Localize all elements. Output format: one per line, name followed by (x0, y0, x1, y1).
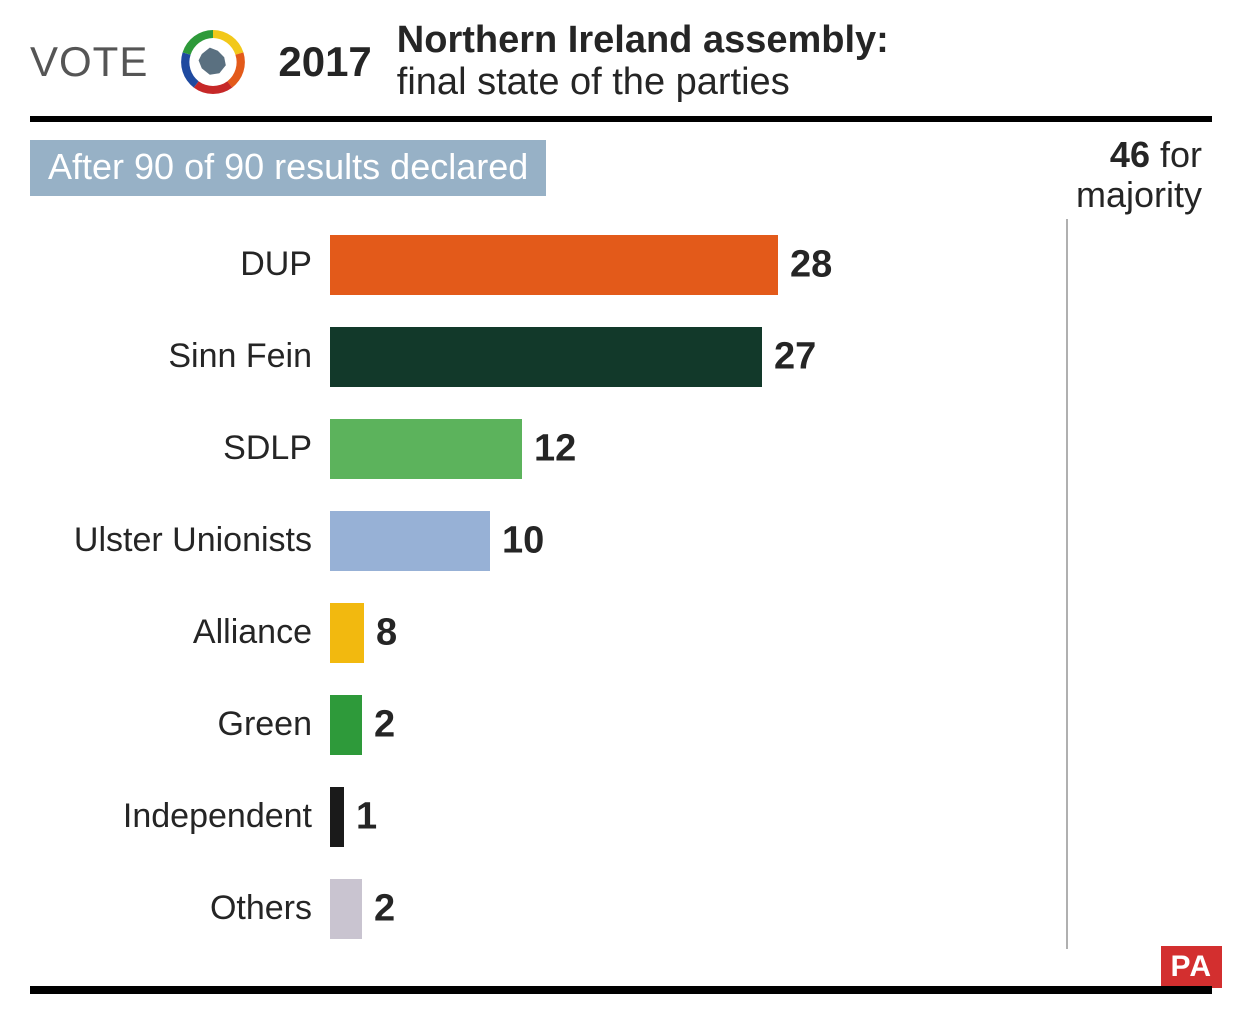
vote-word: VOTE (30, 38, 148, 86)
logo-seg-2 (228, 52, 245, 87)
value-label: 1 (344, 795, 377, 838)
row-label: Others (50, 889, 330, 928)
row-label: Green (50, 705, 330, 744)
infographic-page: VOTE 2017 Northern Ireland assembly: fin… (0, 0, 1242, 1018)
bar-track: 28 (330, 235, 778, 295)
chart-row: Alliance8 (50, 587, 1212, 679)
bar-track: 1 (330, 787, 344, 847)
bar (330, 879, 362, 939)
bar (330, 327, 762, 387)
bar-chart: DUP28Sinn Fein27SDLP12Ulster Unionists10… (50, 219, 1212, 959)
row-label: Ulster Unionists (50, 521, 330, 560)
value-label: 28 (778, 243, 832, 286)
bar-track: 8 (330, 603, 364, 663)
year: 2017 (278, 38, 371, 86)
logo-seg-4 (181, 52, 198, 87)
value-label: 2 (362, 703, 395, 746)
source-badge: PA (1161, 946, 1222, 988)
chart-row: Independent1 (50, 771, 1212, 863)
bar-track: 10 (330, 511, 490, 571)
title-line-2: final state of the parties (397, 62, 889, 104)
value-label: 27 (762, 335, 816, 378)
row-label: DUP (50, 245, 330, 284)
logo-seg-3 (194, 81, 232, 94)
chart-row: Others2 (50, 863, 1212, 955)
bar (330, 787, 344, 847)
value-label: 8 (364, 611, 397, 654)
row-label: SDLP (50, 429, 330, 468)
majority-line2: majority (1076, 174, 1202, 215)
majority-suffix: for (1160, 134, 1202, 175)
logo-map-icon (199, 47, 226, 74)
value-label: 12 (522, 427, 576, 470)
chart-row: SDLP12 (50, 403, 1212, 495)
chart-row: Green2 (50, 679, 1212, 771)
title-block: Northern Ireland assembly: final state o… (397, 20, 889, 104)
bar (330, 235, 778, 295)
chart-row: Sinn Fein27 (50, 311, 1212, 403)
majority-value: 46 (1110, 134, 1150, 175)
majority-caption: 46 for majority (1076, 135, 1202, 214)
majority-line (1066, 219, 1068, 949)
value-label: 2 (362, 887, 395, 930)
bar-track: 12 (330, 419, 522, 479)
bar-track: 2 (330, 879, 362, 939)
bar-track: 2 (330, 695, 362, 755)
chart-row: DUP28 (50, 219, 1212, 311)
footer-rule (30, 986, 1212, 994)
bar (330, 695, 362, 755)
header: VOTE 2017 Northern Ireland assembly: fin… (30, 20, 1212, 112)
vote-logo-icon (173, 22, 253, 102)
row-label: Alliance (50, 613, 330, 652)
bar (330, 603, 364, 663)
title-line-1: Northern Ireland assembly: (397, 20, 889, 62)
bar-track: 27 (330, 327, 762, 387)
row-label: Independent (50, 797, 330, 836)
value-label: 10 (490, 519, 544, 562)
header-rule (30, 116, 1212, 122)
row-label: Sinn Fein (50, 337, 330, 376)
status-banner: After 90 of 90 results declared (30, 140, 546, 196)
bar (330, 419, 522, 479)
chart-row: Ulster Unionists10 (50, 495, 1212, 587)
bar (330, 511, 490, 571)
